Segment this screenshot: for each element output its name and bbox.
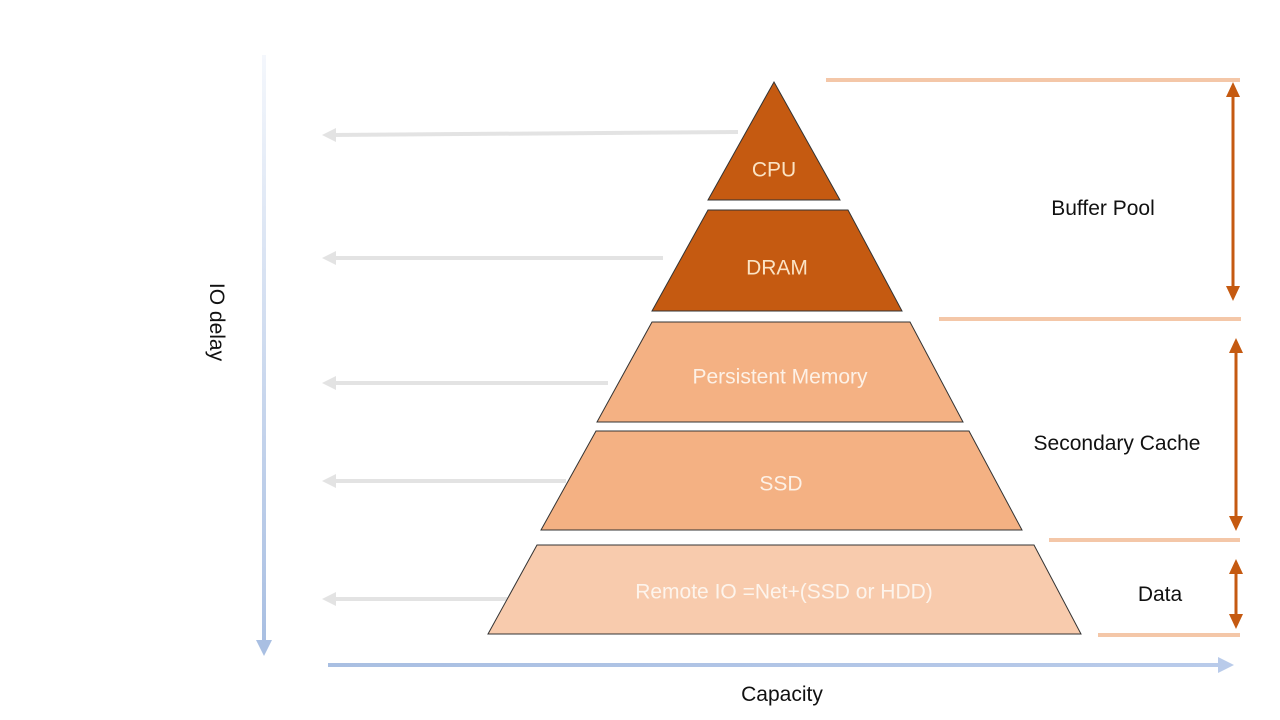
layer-label-dram: DRAM xyxy=(746,257,808,280)
delay-arrow-remote xyxy=(322,592,510,606)
layer-label-cpu: CPU xyxy=(752,159,796,182)
layer-persistent-memory xyxy=(596,321,964,423)
group-label-secondary-cache: Secondary Cache xyxy=(1034,432,1201,455)
io-delay-axis-arrow xyxy=(256,55,272,656)
data-range-arrow xyxy=(1229,559,1243,629)
group-label-buffer-pool: Buffer Pool xyxy=(1051,197,1155,220)
layer-label-persistent-memory: Persistent Memory xyxy=(692,366,868,389)
group-label-data: Data xyxy=(1138,583,1183,606)
delay-arrow-cpu xyxy=(322,128,739,142)
buffer-pool-range-arrow xyxy=(1226,82,1240,301)
layer-dram xyxy=(651,209,903,312)
delay-arrow-dram xyxy=(322,251,663,265)
capacity-label: Capacity xyxy=(741,683,823,706)
delay-arrow-ssd xyxy=(322,474,566,488)
layer-label-remote-io: Remote IO =Net+(SSD or HDD) xyxy=(635,581,933,604)
io-delay-label: IO delay xyxy=(205,283,228,362)
layer-ssd xyxy=(540,430,1023,531)
secondary-cache-range-arrow xyxy=(1229,338,1243,531)
layer-label-ssd: SSD xyxy=(759,473,802,496)
layer-cpu xyxy=(707,80,841,201)
layer-remote-io xyxy=(487,544,1082,635)
delay-arrow-pm xyxy=(322,376,608,390)
capacity-axis-arrow xyxy=(328,657,1234,673)
